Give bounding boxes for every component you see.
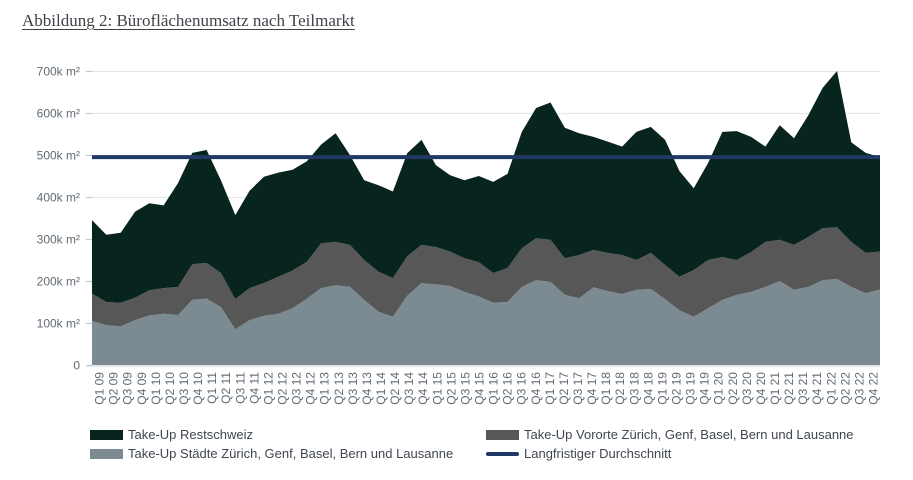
x-axis-labels: Q1 09 Q2 09 Q3 09 Q4 09 Q1 10 Q2 10 Q3 10 Q4 10… xyxy=(93,372,881,405)
x-axis-label: Q1 11 xyxy=(205,372,219,404)
x-axis-label: Q3 20 xyxy=(740,372,754,405)
x-axis-label: Q3 19 xyxy=(684,372,698,405)
x-axis-label: Q1 19 xyxy=(655,372,669,405)
x-axis-label: Q2 19 xyxy=(670,372,684,405)
x-axis-label: Q3 10 xyxy=(177,372,191,405)
x-axis-label: Q3 11 xyxy=(233,372,247,404)
x-axis-label: Q1 16 xyxy=(487,372,501,405)
x-axis-label: Q3 21 xyxy=(796,372,810,405)
x-axis-label: Q2 16 xyxy=(501,372,515,405)
x-axis-label: Q2 10 xyxy=(163,372,177,405)
y-axis-label: 500k m² xyxy=(37,149,80,163)
x-axis-label: Q4 17 xyxy=(585,372,599,405)
stacked-area-series xyxy=(92,71,880,365)
x-axis-label: Q2 12 xyxy=(276,372,290,405)
legend-swatch-restschweiz xyxy=(90,429,123,440)
x-axis-label: Q1 18 xyxy=(599,372,613,405)
x-axis-label: Q2 09 xyxy=(107,372,121,405)
x-axis-label: Q2 21 xyxy=(782,372,796,405)
x-axis-label: Q4 13 xyxy=(360,372,374,405)
legend-item-staedte: Take-Up Städte Zürich, Genf, Basel, Bern… xyxy=(90,446,486,461)
x-axis-label: Q1 21 xyxy=(768,372,782,405)
y-axis-label: 200k m² xyxy=(37,275,80,289)
x-axis-label: Q2 15 xyxy=(444,372,458,405)
x-axis-label: Q3 18 xyxy=(627,372,641,405)
x-axis-label: Q1 22 xyxy=(824,372,838,405)
x-axis-label: Q1 13 xyxy=(318,372,332,405)
legend-label: Take-Up Vororte Zürich, Genf, Basel, Ber… xyxy=(524,427,854,442)
y-axis-label: 100k m² xyxy=(37,317,80,331)
x-axis-label: Q4 15 xyxy=(473,372,487,405)
x-axis-label: Q3 22 xyxy=(852,372,866,405)
x-axis-label: Q1 14 xyxy=(374,372,388,405)
legend-swatch-durchschnitt xyxy=(486,451,519,456)
y-axis-labels: 700k m² 600k m² 500k m² 400k m² 300k m² 200k … xyxy=(37,65,81,373)
area-series-restschweiz xyxy=(92,71,880,303)
area-series-staedte xyxy=(92,278,880,365)
legend-label: Take-Up Städte Zürich, Genf, Basel, Bern… xyxy=(128,446,454,461)
x-axis-label: Q3 15 xyxy=(458,372,472,405)
x-axis-label: Q4 18 xyxy=(641,372,655,405)
x-axis-label: Q3 09 xyxy=(121,372,135,405)
x-axis-label: Q1 12 xyxy=(261,372,275,405)
x-axis-label: Q2 13 xyxy=(332,372,346,405)
legend-swatch-staedte xyxy=(90,448,123,459)
legend-swatch-vororte xyxy=(486,429,519,440)
x-axis-label: Q4 16 xyxy=(529,372,543,405)
x-axis-label: Q3 16 xyxy=(515,372,529,405)
legend-item-durchschnitt: Langfristiger Durchschnitt xyxy=(486,446,854,461)
x-axis-label: Q2 17 xyxy=(557,372,571,405)
y-axis-label: 400k m² xyxy=(37,191,80,205)
x-axis-label: Q4 12 xyxy=(304,372,318,405)
x-axis-label: Q1 10 xyxy=(149,372,163,405)
y-axis-label: 600k m² xyxy=(37,107,80,121)
x-axis-label: Q2 11 xyxy=(219,372,233,404)
x-axis-label: Q1 15 xyxy=(430,372,444,405)
x-axis-label: Q2 20 xyxy=(726,372,740,405)
x-axis-label: Q3 12 xyxy=(290,372,304,405)
chart-title: Abbildung 2: Büroflächenumsatz nach Teil… xyxy=(22,11,355,30)
x-axis-label: Q3 13 xyxy=(346,372,360,405)
y-axis-label: 0 xyxy=(73,359,80,373)
legend-label: Langfristiger Durchschnitt xyxy=(524,446,672,461)
x-axis-label: Q1 09 xyxy=(93,372,107,405)
x-axis-label: Q3 14 xyxy=(402,372,416,405)
x-axis-label: Q4 21 xyxy=(810,372,824,405)
legend-item-restschweiz: Take-Up Restschweiz xyxy=(90,427,486,442)
x-axis-label: Q4 09 xyxy=(135,372,149,405)
x-axis-label: Q3 17 xyxy=(571,372,585,405)
chart-legend: Take-Up Restschweiz Take-Up Vororte Züric… xyxy=(90,427,854,461)
area-series-vororte xyxy=(92,227,880,330)
x-axis-label: Q1 17 xyxy=(543,372,557,405)
legend-item-vororte: Take-Up Vororte Zürich, Genf, Basel, Ber… xyxy=(486,427,854,442)
x-axis-label: Q2 18 xyxy=(613,372,627,405)
legend-label: Take-Up Restschweiz xyxy=(128,427,253,442)
x-axis-label: Q4 11 xyxy=(247,372,261,404)
y-axis-label: 300k m² xyxy=(37,233,80,247)
x-axis-label: Q4 14 xyxy=(416,372,430,405)
x-axis-label: Q4 22 xyxy=(867,372,881,405)
x-axis-label: Q4 10 xyxy=(191,372,205,405)
x-axis-label: Q4 19 xyxy=(698,372,712,405)
y-axis-label: 700k m² xyxy=(37,65,80,79)
x-axis-label: Q4 20 xyxy=(754,372,768,405)
x-axis-label: Q1 20 xyxy=(712,372,726,405)
x-axis-label: Q2 22 xyxy=(838,372,852,405)
x-axis-label: Q2 14 xyxy=(388,372,402,405)
